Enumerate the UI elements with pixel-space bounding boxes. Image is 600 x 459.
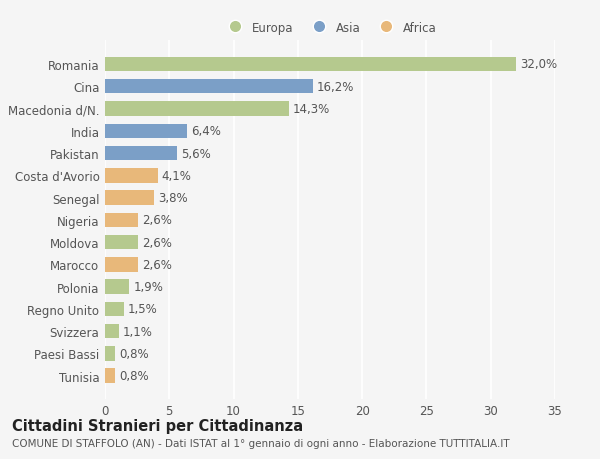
Text: 2,6%: 2,6%	[142, 258, 172, 271]
Text: 14,3%: 14,3%	[293, 103, 330, 116]
Bar	[105, 191, 154, 205]
Bar	[105, 168, 158, 183]
Bar	[105, 369, 115, 383]
Text: 2,6%: 2,6%	[142, 214, 172, 227]
Bar	[105, 257, 139, 272]
Text: 6,4%: 6,4%	[191, 125, 221, 138]
Bar	[105, 235, 139, 250]
Text: 1,5%: 1,5%	[128, 302, 158, 316]
Bar	[105, 213, 139, 228]
Text: 32,0%: 32,0%	[520, 58, 557, 71]
Text: 0,8%: 0,8%	[119, 369, 149, 382]
Bar	[105, 57, 517, 72]
Bar	[105, 302, 124, 316]
Bar	[105, 80, 313, 94]
Text: 2,6%: 2,6%	[142, 236, 172, 249]
Text: Cittadini Stranieri per Cittadinanza: Cittadini Stranieri per Cittadinanza	[12, 418, 303, 433]
Bar	[105, 347, 115, 361]
Bar	[105, 102, 289, 117]
Text: 1,9%: 1,9%	[133, 280, 163, 293]
Bar	[105, 280, 130, 294]
Bar	[105, 124, 187, 139]
Text: 5,6%: 5,6%	[181, 147, 211, 160]
Text: 4,1%: 4,1%	[161, 169, 191, 182]
Bar	[105, 324, 119, 339]
Text: 1,1%: 1,1%	[123, 325, 153, 338]
Bar	[105, 146, 177, 161]
Legend: Europa, Asia, Africa: Europa, Asia, Africa	[218, 17, 442, 39]
Text: 0,8%: 0,8%	[119, 347, 149, 360]
Text: COMUNE DI STAFFOLO (AN) - Dati ISTAT al 1° gennaio di ogni anno - Elaborazione T: COMUNE DI STAFFOLO (AN) - Dati ISTAT al …	[12, 438, 509, 448]
Text: 16,2%: 16,2%	[317, 80, 355, 94]
Text: 3,8%: 3,8%	[158, 191, 187, 205]
